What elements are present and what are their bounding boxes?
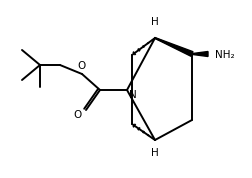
Text: O: O <box>74 110 82 120</box>
Text: H: H <box>151 148 159 158</box>
Polygon shape <box>192 51 208 56</box>
Text: O: O <box>77 61 85 71</box>
Text: NH₂: NH₂ <box>215 50 235 60</box>
Text: N: N <box>129 90 137 100</box>
Text: H: H <box>151 17 159 27</box>
Polygon shape <box>155 38 193 56</box>
